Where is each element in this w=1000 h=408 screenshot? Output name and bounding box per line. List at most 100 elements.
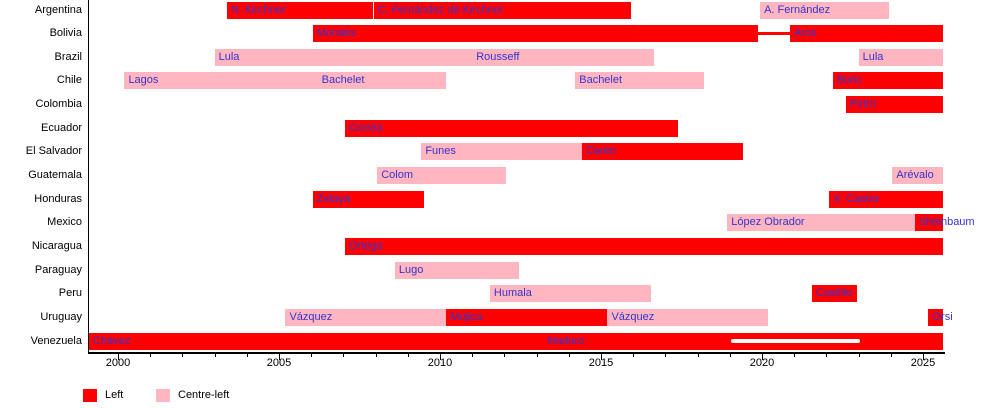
country-label: Paraguay [34, 263, 82, 276]
legend-swatch-left [83, 389, 97, 402]
president-name-label: Maduro [547, 334, 585, 347]
president-name-label: C. Fernández de Kirchner [377, 3, 504, 16]
president-term-bar: Vázquez [607, 308, 769, 326]
x-axis-minor-tick [375, 354, 377, 357]
x-axis-major-tick [762, 354, 763, 360]
legend-label-centre-left: Centre-left [178, 389, 230, 401]
president-name-label: Lagos [128, 74, 159, 87]
x-axis-tick-label: 2015 [588, 357, 614, 369]
country-label: Honduras [34, 192, 82, 205]
president-term-bar: Arévalo [892, 167, 943, 185]
country-label: Argentina [34, 3, 82, 16]
president-name-label: A. Fernández [764, 3, 831, 16]
x-axis-minor-tick [311, 354, 313, 357]
country-label: Peru [58, 287, 82, 300]
x-axis-minor-tick [246, 354, 248, 357]
country-label: Venezuela [30, 334, 82, 347]
x-axis-tick-label: 2005 [266, 357, 292, 369]
president-name-label: Boric [836, 74, 862, 87]
president-term-bar: Humala [489, 285, 651, 303]
x-axis-minor-tick [343, 354, 345, 357]
president-name-label: Chávez [93, 334, 131, 347]
x-axis-major-tick [923, 354, 924, 360]
president-name-label: Vázquez [289, 310, 333, 323]
country-label: Bolivia [49, 27, 82, 40]
president-name-label: Sheinbaum [918, 216, 975, 229]
president-term-bar: Orsi [928, 308, 953, 326]
president-term-bar: Mujica [446, 308, 608, 326]
legend-label-left: Left [105, 389, 124, 401]
president-term-bar: Castillo [811, 285, 857, 303]
president-term-bar: Zelaya [312, 190, 424, 208]
x-axis-minor-tick [568, 354, 570, 357]
x-axis-minor-tick [633, 354, 635, 357]
president-name-label: Morales [316, 27, 356, 40]
president-term-bar: Correa [345, 119, 679, 137]
president-name-label: Petro [849, 98, 877, 111]
x-axis-minor-tick [729, 354, 731, 357]
president-term-bar: Morales [312, 25, 759, 43]
president-name-label: Correa [349, 121, 383, 134]
president-name-label: Cerén [586, 145, 617, 158]
x-axis-major-tick [440, 354, 441, 360]
president-name-label: Bachelet [321, 74, 365, 87]
president-term-bar: Cerén [582, 143, 744, 161]
president-name-label: Lugo [398, 263, 424, 276]
president-term-bar: Boric [832, 72, 943, 90]
x-axis-minor-tick [890, 354, 892, 357]
x-axis-minor-tick [536, 354, 538, 357]
country-label: Brazil [54, 50, 82, 63]
president-term-bar: Ortega [345, 238, 943, 255]
president-term-bar: Bachelet [317, 72, 447, 90]
country-label: El Salvador [25, 145, 82, 158]
x-axis-tick-label: 2000 [105, 357, 131, 369]
president-name-label: Lula [862, 50, 884, 63]
country-label: Nicaragua [31, 240, 82, 252]
president-term-bar: López Obrador [727, 214, 915, 232]
president-name-label: Humala [493, 287, 532, 300]
country-label: Uruguay [40, 310, 82, 323]
x-axis-tick-label: 2020 [749, 357, 775, 369]
president-term-bar: N. Kirchner [226, 1, 374, 19]
president-term-bar: Petro [845, 96, 943, 114]
x-axis-minor-tick [472, 354, 474, 357]
president-term-bar: Arce [790, 25, 943, 43]
president-term-bar: A. Fernández [760, 1, 889, 19]
president-name-label: Lula [218, 50, 240, 63]
president-name-label: X. Castro [832, 192, 879, 205]
x-axis-tick-label: 2010 [427, 357, 453, 369]
president-term-bar: C. Fernández de Kirchner [373, 1, 632, 19]
x-axis-minor-tick [697, 354, 699, 357]
x-axis-minor-tick [504, 354, 506, 357]
president-name-label: Zelaya [316, 192, 350, 205]
president-term-bar: Lula [858, 48, 943, 66]
president-name-label: Arce [794, 27, 817, 40]
x-axis-major-tick [118, 354, 119, 360]
country-label: Mexico [47, 216, 82, 229]
president-term-bar: Lagos [124, 72, 318, 90]
x-axis-minor-tick [150, 354, 152, 357]
country-label: Colombia [35, 98, 82, 111]
x-axis-minor-tick [858, 354, 860, 357]
legend-swatch-centre-left [156, 389, 170, 402]
president-name-label: Arévalo [896, 169, 934, 182]
term-gap-connector-line [758, 32, 790, 36]
president-term-bar: Bachelet [575, 72, 705, 90]
country-label: Guatemala [28, 169, 82, 182]
x-axis-minor-tick [665, 354, 667, 357]
president-term-bar: Chávez [89, 332, 544, 350]
x-axis-minor-tick [826, 354, 828, 357]
president-term-bar: Colom [377, 167, 506, 185]
x-axis-minor-tick [407, 354, 409, 357]
president-name-label: Funes [425, 145, 456, 158]
president-name-label: López Obrador [731, 216, 805, 229]
president-name-label: Orsi [932, 310, 953, 323]
president-name-label: N. Kirchner [230, 3, 286, 16]
x-axis-tick-label: 2025 [910, 357, 936, 369]
x-axis-line [88, 352, 945, 354]
y-axis-line [88, 0, 89, 352]
x-axis-major-tick [601, 354, 602, 360]
president-name-label: Castillo [815, 287, 852, 300]
president-term-bar: Rousseff [472, 48, 655, 66]
